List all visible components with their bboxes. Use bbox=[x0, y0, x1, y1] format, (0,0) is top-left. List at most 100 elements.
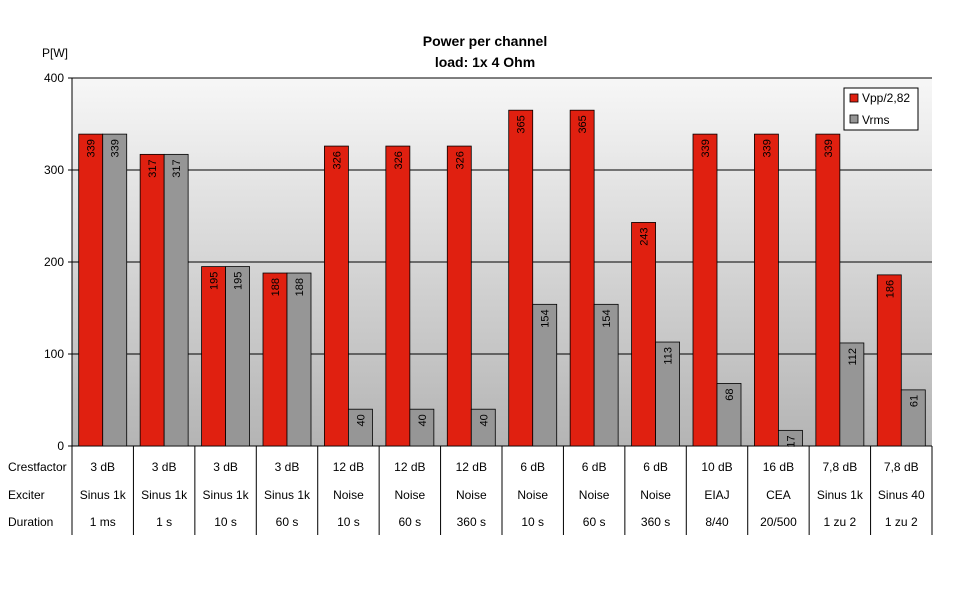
legend: Vpp/2,82 Vrms bbox=[843, 87, 919, 131]
bar-vrms bbox=[532, 303, 558, 447]
bar-vpp bbox=[508, 109, 534, 447]
legend-label-vpp: Vpp/2,82 bbox=[862, 91, 910, 105]
data-label-vrms: 61 bbox=[908, 395, 920, 407]
category-exciter: Noise bbox=[517, 488, 548, 502]
data-label-vrms: 339 bbox=[110, 139, 122, 157]
category-duration: 360 s bbox=[641, 515, 670, 529]
chart-title: Power per channel bbox=[423, 33, 547, 49]
category-exciter: Sinus 1k bbox=[141, 488, 188, 502]
category-table: Crestfactor Exciter Duration 3 dB Sinus 1k 1 … bbox=[8, 446, 933, 535]
bar-vpp bbox=[692, 133, 718, 447]
data-label-vrms: 154 bbox=[601, 309, 613, 327]
data-label-vrms: 113 bbox=[663, 347, 675, 365]
data-label-vrms: 112 bbox=[847, 348, 859, 366]
category-exciter: Sinus 1k bbox=[264, 488, 311, 502]
category-exciter: Sinus 1k bbox=[80, 488, 127, 502]
legend-label-vrms: Vrms bbox=[862, 113, 890, 127]
bar-vpp bbox=[139, 153, 165, 447]
category-crestfactor: 3 dB bbox=[90, 460, 115, 474]
category-crestfactor: 6 dB bbox=[582, 460, 607, 474]
y-axis-label: P[W] bbox=[42, 46, 68, 60]
bar-labels: 339 339 317 317 195 195 188 188 326 40 326 40 326 40 3… bbox=[86, 115, 921, 447]
category-crestfactor: 12 dB bbox=[394, 460, 425, 474]
bar-vpp bbox=[754, 133, 779, 447]
data-label-vpp: 188 bbox=[270, 278, 282, 296]
y-tick-label: 300 bbox=[44, 163, 64, 177]
category-crestfactor: 7,8 dB bbox=[884, 460, 919, 474]
data-label-vpp: 339 bbox=[823, 139, 835, 157]
bar-vpp bbox=[876, 274, 902, 447]
data-label-vpp: 243 bbox=[639, 227, 651, 245]
bar-vrms bbox=[163, 153, 189, 447]
bar-vrms bbox=[839, 342, 865, 447]
y-tick-label: 400 bbox=[44, 71, 64, 85]
data-label-vrms: 317 bbox=[171, 159, 183, 177]
category-exciter: CEA bbox=[766, 488, 791, 502]
bar-vrms bbox=[348, 408, 373, 447]
y-tick-label: 0 bbox=[57, 439, 64, 453]
bar-vrms bbox=[470, 408, 496, 447]
category-duration: 10 s bbox=[337, 515, 360, 529]
bar-vrms bbox=[716, 383, 742, 447]
data-label-vpp: 339 bbox=[86, 139, 98, 157]
data-label-vrms: 17 bbox=[785, 435, 797, 447]
data-label-vrms: 154 bbox=[540, 309, 552, 327]
bar-vrms bbox=[593, 303, 619, 447]
data-label-vpp: 339 bbox=[700, 139, 712, 157]
category-crestfactor: 3 dB bbox=[213, 460, 238, 474]
data-label-vpp: 326 bbox=[454, 151, 466, 169]
category-duration: 1 zu 2 bbox=[824, 515, 857, 529]
category-crestfactor: 12 dB bbox=[333, 460, 364, 474]
category-duration: 20/500 bbox=[760, 515, 797, 529]
bar-vpp bbox=[569, 109, 595, 447]
category-duration: 1 zu 2 bbox=[885, 515, 918, 529]
category-crestfactor: 6 dB bbox=[520, 460, 545, 474]
legend-swatch-vpp bbox=[849, 93, 859, 103]
bar-vrms bbox=[900, 389, 926, 447]
category-crestfactor: 7,8 dB bbox=[823, 460, 858, 474]
category-crestfactor: 3 dB bbox=[152, 460, 177, 474]
category-duration: 60 s bbox=[276, 515, 299, 529]
bar-vpp bbox=[324, 145, 349, 447]
category-duration: 1 ms bbox=[90, 515, 116, 529]
bar-vrms bbox=[409, 408, 435, 447]
bar-vrms bbox=[655, 341, 680, 447]
category-exciter: Noise bbox=[333, 488, 364, 502]
y-tick-label: 100 bbox=[44, 347, 64, 361]
data-label-vrms: 40 bbox=[478, 414, 490, 426]
data-label-vrms: 188 bbox=[294, 278, 306, 296]
category-crestfactor: 16 dB bbox=[763, 460, 794, 474]
category-duration: 1 s bbox=[156, 515, 172, 529]
row-label-crestfactor: Crestfactor bbox=[8, 460, 67, 474]
category-exciter: EIAJ bbox=[704, 488, 729, 502]
bar-vrms bbox=[102, 133, 128, 447]
data-label-vpp: 365 bbox=[577, 115, 589, 133]
category-exciter: Noise bbox=[640, 488, 671, 502]
category-duration: 60 s bbox=[399, 515, 422, 529]
bar-vpp bbox=[446, 145, 472, 447]
category-exciter: Noise bbox=[579, 488, 610, 502]
row-label-duration: Duration bbox=[8, 515, 53, 529]
bars bbox=[78, 109, 926, 447]
data-label-vpp: 317 bbox=[147, 159, 159, 177]
row-label-exciter: Exciter bbox=[8, 488, 45, 502]
bar-vrms bbox=[286, 272, 312, 447]
data-label-vrms: 40 bbox=[355, 414, 367, 426]
category-duration: 10 s bbox=[214, 515, 237, 529]
bar-vpp bbox=[631, 222, 656, 447]
chart-subtitle: load: 1x 4 Ohm bbox=[435, 54, 535, 70]
category-exciter: Sinus 1k bbox=[817, 488, 864, 502]
category-duration: 10 s bbox=[521, 515, 544, 529]
category-duration: 360 s bbox=[457, 515, 486, 529]
data-label-vrms: 40 bbox=[417, 414, 429, 426]
data-label-vpp: 365 bbox=[516, 115, 528, 133]
category-crestfactor: 6 dB bbox=[643, 460, 668, 474]
bar-vpp bbox=[815, 133, 841, 447]
category-exciter: Sinus 40 bbox=[878, 488, 925, 502]
category-crestfactor: 10 dB bbox=[701, 460, 732, 474]
category-duration: 60 s bbox=[583, 515, 606, 529]
data-label-vpp: 326 bbox=[331, 151, 343, 169]
data-label-vrms: 68 bbox=[724, 388, 736, 400]
data-label-vrms: 195 bbox=[233, 272, 245, 290]
